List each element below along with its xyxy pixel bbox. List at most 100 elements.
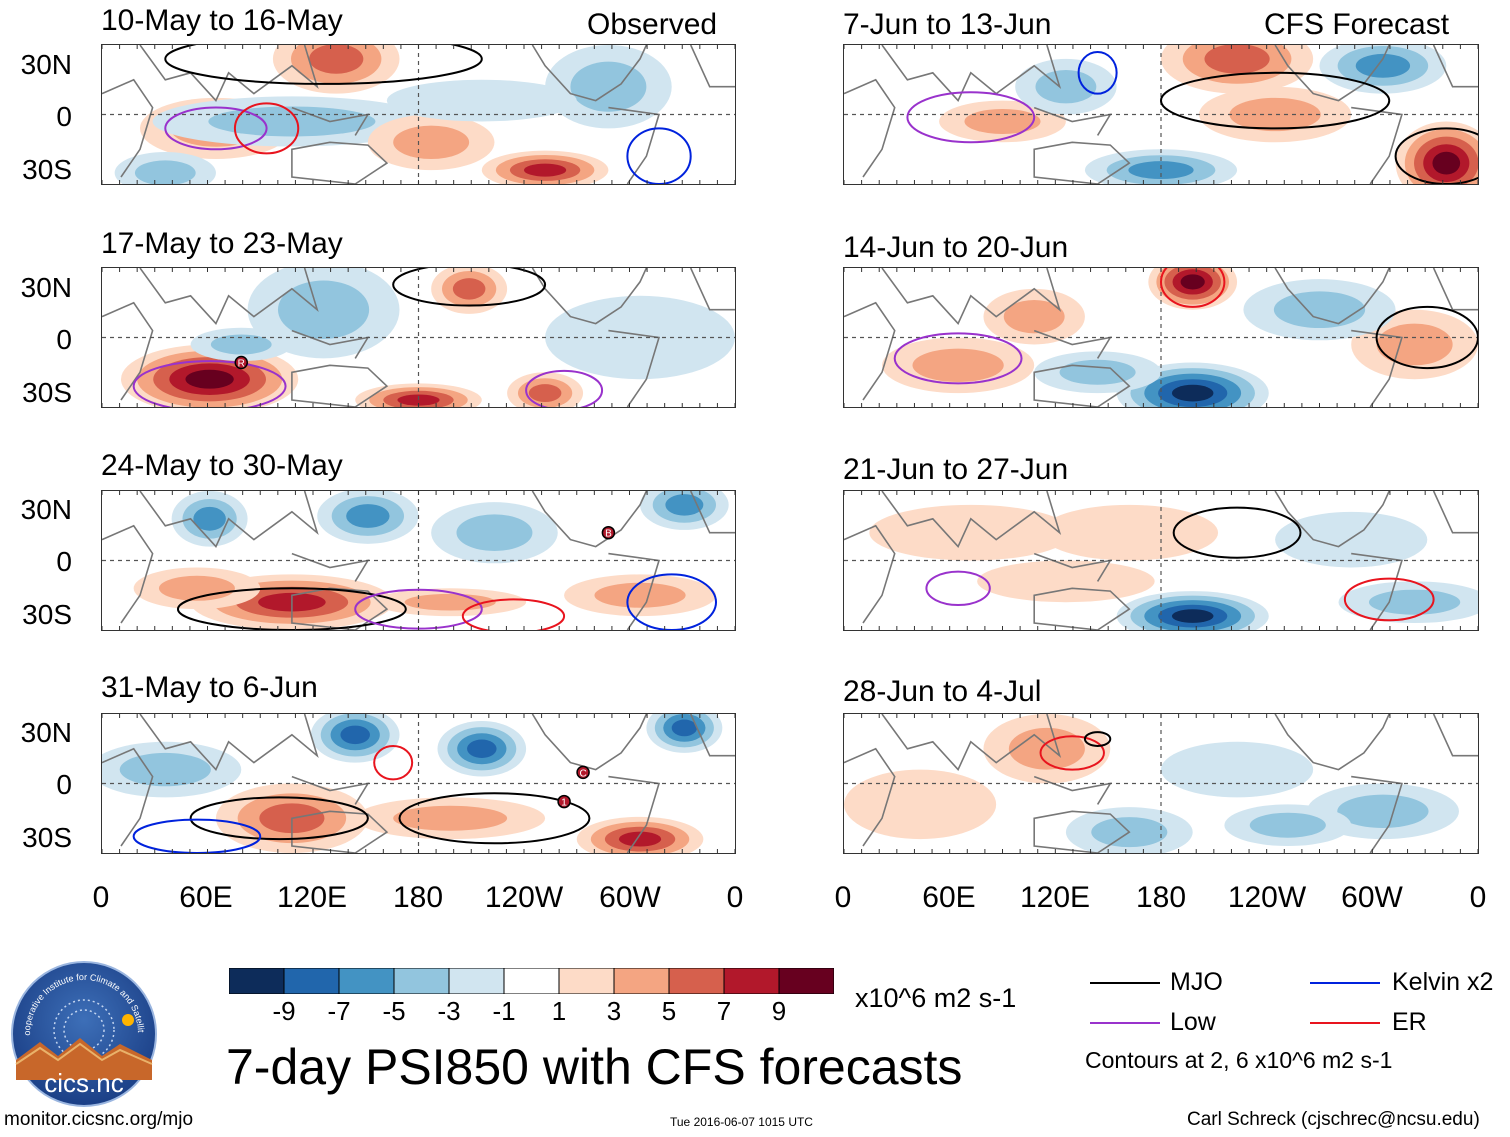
lat-0: 0	[56, 769, 72, 800]
colorbar-tick-label: -5	[382, 996, 406, 1026]
anomaly-shade	[1128, 161, 1194, 180]
wave-contour	[164, 45, 483, 85]
wave-contour	[1039, 735, 1105, 771]
coastline	[1351, 552, 1403, 630]
panel-title: 7-Jun to 13-Jun	[843, 8, 1052, 41]
colorbar-tick-label: -7	[327, 996, 351, 1026]
legend-line-mjo	[1090, 982, 1160, 984]
legend-line-er	[1310, 1022, 1380, 1024]
wave-contour	[132, 360, 287, 407]
map-field	[844, 45, 1478, 184]
lat-30n: 30N	[20, 494, 72, 525]
anomaly-shade	[618, 831, 662, 847]
map-field: 1C	[102, 714, 735, 853]
colorbar-swatch	[393, 968, 450, 994]
anomaly-shade	[134, 160, 196, 184]
forecast-label: CFS Forecast	[1264, 8, 1450, 41]
anomaly-shade	[1003, 299, 1065, 334]
coastline	[881, 45, 1062, 103]
anomaly-shade	[524, 163, 567, 177]
anomaly-shade	[185, 369, 234, 389]
wave-contour	[398, 792, 591, 845]
coastline	[689, 45, 735, 88]
anomaly-shade	[346, 504, 390, 528]
map-field	[844, 714, 1478, 853]
lat-0: 0	[56, 101, 72, 132]
legend-label-kelvin: Kelvin x2	[1392, 968, 1494, 996]
footer-credit: Carl Schreck (cjschrec@ncsu.edu)	[1187, 1109, 1480, 1130]
anomaly-shade	[119, 752, 211, 787]
lat-30n: 30N	[20, 49, 72, 80]
anomaly-shade	[1161, 741, 1314, 798]
map-plot	[843, 44, 1479, 185]
observed-label: Observed	[587, 8, 718, 41]
anomaly-shade	[397, 394, 440, 406]
coastline	[689, 714, 735, 757]
anomaly-shade	[1273, 291, 1366, 329]
colorbar-swatch	[558, 968, 615, 994]
storm-marker-label: B	[605, 529, 612, 540]
anomaly-shade	[1432, 151, 1461, 175]
anomaly-shade	[1376, 323, 1453, 366]
map-field	[844, 491, 1478, 630]
colorbar-tick-label: 5	[661, 996, 677, 1026]
anomaly-shade	[844, 769, 997, 840]
coastline	[1432, 491, 1478, 534]
storm-marker-label: 1	[561, 798, 567, 809]
colorbar-swatch	[723, 968, 780, 994]
colorbar-tick-label: -3	[437, 996, 461, 1026]
lon-label: 180	[1135, 881, 1187, 914]
anomaly-shade	[1171, 609, 1214, 623]
footer-url: monitor.cicsnc.org/mjo	[4, 1109, 194, 1130]
lon-label: 0	[834, 881, 852, 914]
coastline	[881, 714, 1062, 772]
lat-30s: 30S	[22, 822, 72, 853]
contour-note: Contours at 2, 6 x10^6 m2 s-1	[1085, 1047, 1393, 1073]
wave-contour	[925, 570, 991, 606]
lon-label: 60W	[1341, 881, 1403, 914]
map-plot	[843, 713, 1479, 854]
coastline	[608, 329, 661, 407]
cics-logo: Cooperative Institute for Climate and Sa…	[7, 952, 158, 1108]
anomaly-shade	[386, 79, 577, 122]
storm-marker-label: R	[238, 359, 245, 370]
map-field: R	[102, 268, 735, 407]
wave-contour	[1172, 506, 1302, 559]
map-plot: R	[101, 267, 736, 408]
anomaly-shade	[210, 334, 272, 355]
coastline	[291, 364, 389, 407]
coastline	[531, 45, 648, 102]
colorbar-swatch	[668, 968, 725, 994]
coastline	[531, 714, 648, 771]
lat-0: 0	[56, 324, 72, 355]
anomaly-shade	[1204, 45, 1270, 74]
anomaly-shade	[1337, 794, 1429, 828]
coastline	[844, 524, 896, 624]
panel-title: 21-Jun to 27-Jun	[843, 453, 1069, 486]
anomaly-shade	[452, 278, 486, 300]
coastline	[139, 268, 319, 326]
anomaly-shade	[912, 348, 1004, 382]
lon-label: 60W	[599, 881, 661, 914]
coastline	[531, 268, 648, 325]
coastline	[1033, 810, 1131, 853]
wave-contour	[233, 102, 300, 155]
coastline	[291, 810, 389, 853]
wave-contour	[132, 818, 262, 853]
wave-contour	[1375, 305, 1478, 370]
panel-title: 10-May to 16-May	[101, 4, 343, 37]
anomaly-shade	[1249, 812, 1326, 838]
wave-contour	[176, 587, 407, 630]
map-plot	[843, 490, 1479, 631]
anomaly-shade	[1180, 274, 1205, 290]
panel-title: 24-May to 30-May	[101, 449, 343, 482]
wave-contour	[1083, 731, 1112, 747]
lat-30s: 30S	[22, 599, 72, 630]
coastline	[844, 301, 896, 401]
wave-contour	[461, 598, 566, 630]
map-field: B	[102, 491, 735, 630]
coastline	[139, 714, 319, 772]
storm-marker: 1	[557, 794, 571, 809]
coastline	[139, 491, 319, 549]
colorbar-tick-label: -1	[492, 996, 516, 1026]
